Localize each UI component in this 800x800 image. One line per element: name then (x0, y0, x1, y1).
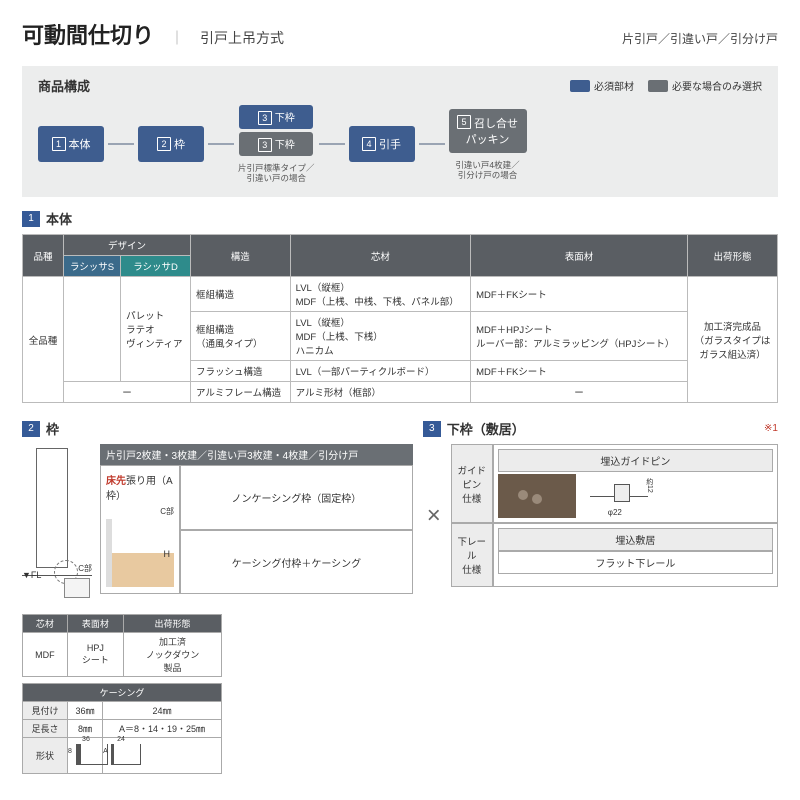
sill-pin-row: 埋込ガイドピン φ22 約12 (493, 444, 778, 523)
cell-surface: MDF＋FKシート (471, 277, 688, 312)
title-divider: ｜ (170, 28, 184, 48)
section-num: 2 (22, 421, 40, 437)
door-types: 片引戸／引違い戸／引分け戸 (622, 30, 778, 47)
connector (419, 143, 445, 145)
cell-ship: 加工済完成品 （ガラスタイプは ガラス組込済） (687, 277, 777, 403)
frame-material-table: 芯材表面材出荷形態 MDFHPJ シート加工済 ノックダウン 製品 (22, 614, 222, 677)
cell-struct: アルミフレーム構造 (191, 382, 291, 403)
main-title: 可動間仕切り (22, 18, 154, 50)
section-title: 本体 (46, 209, 72, 228)
connector (319, 143, 345, 145)
cell-struct: 框組構造 （通風タイプ） (191, 312, 291, 361)
sill-rail-row: 埋込敷居 フラット下レール (493, 523, 778, 587)
sill-label-pin: ガイドピン 仕様 (451, 444, 493, 523)
cell-core: LVL（一部パーティクルボード） (290, 361, 470, 382)
cross-icon: × (423, 502, 445, 530)
section-note: ※1 (764, 423, 778, 434)
frame-option-1: ノンケーシング枠（固定枠） (180, 465, 413, 530)
casing-shape-2: 24A (103, 738, 222, 774)
th-ship: 出荷形態 (687, 235, 777, 277)
connector (208, 143, 234, 145)
cell-variety: 全品種 (23, 277, 64, 403)
th-variety: 品種 (23, 235, 64, 277)
legend-required: 必須部材 (594, 78, 634, 93)
page-header: 可動間仕切り ｜ 引戸上吊方式 片引戸／引違い戸／引分け戸 (22, 18, 778, 50)
node-sill-b: 3下枠 (239, 132, 313, 156)
th-lasissa-s: ラシッサS (63, 256, 120, 277)
composition-panel: 商品構成 必須部材 必要な場合のみ選択 1本体 2枠 3下枠 3下枠 片引戸標準… (22, 66, 778, 197)
section-3-header: 3 下枠（敷居） ※1 (423, 419, 778, 438)
th-structure: 構造 (191, 235, 291, 277)
section-title: 下枠（敷居） (447, 419, 525, 438)
c-part-label: C部 (78, 563, 92, 574)
cell-core: アルミ形材（框部） (290, 382, 470, 403)
guide-pin-photo (498, 474, 576, 518)
section-num: 1 (22, 211, 40, 227)
cell-core: LVL（縦框） MDF（上桟、中桟、下桟、パネル部） (290, 277, 470, 312)
cell-surface: MDF＋HPJシート ルーバー部：アルミラッピング（HPJシート） (471, 312, 688, 361)
section-2-header: 2 枠 (22, 419, 413, 438)
swatch-optional (648, 80, 668, 92)
cell-surface: MDF＋FKシート (471, 361, 688, 382)
frame-options-table: 片引戸2枚建・3枚建／引違い戸3枚建・4枚建／引分け戸 床先張り用（A枠） C部… (100, 444, 413, 594)
cell-core: LVL（縦框） MDF（上桟、下桟） ハニカム (290, 312, 470, 361)
sill-content: × ガイドピン 仕様 埋込ガイドピン φ22 約12 (423, 444, 778, 587)
frame-header: 片引戸2枚建・3枚建／引違い戸3枚建・4枚建／引分け戸 (100, 444, 413, 465)
th-lasissa-d: ラシッサD (121, 256, 191, 277)
cell-dash: ー (63, 382, 190, 403)
th-core: 芯材 (290, 235, 470, 277)
frame-diagram-area: ▼FL C部 片引戸2枚建・3枚建／引違い戸3枚建・4枚建／引分け戸 床先張り用… (22, 444, 413, 604)
node-frame: 2枠 (138, 126, 204, 162)
casing-shape-1: 368 (68, 738, 103, 774)
frame-sketch: H (106, 519, 174, 587)
flow-diagram: 1本体 2枠 3下枠 3下枠 片引戸標準タイプ／ 引違い戸の場合 4引手 5召し… (38, 105, 762, 183)
connector (108, 143, 134, 145)
cell-struct: フラッシュ構造 (191, 361, 291, 382)
node-packing: 5召し合せ パッキン (449, 109, 527, 153)
th-surface: 表面材 (471, 235, 688, 277)
section-title: 枠 (46, 419, 59, 438)
body-spec-table: 品種 デザイン 構造 芯材 表面材 出荷形態 ラシッサS ラシッサD 全品種 パ… (22, 234, 778, 403)
node-body: 1本体 (38, 126, 104, 162)
sill-caption: 片引戸標準タイプ／ 引違い戸の場合 (238, 163, 315, 183)
frame-left-label: 床先張り用（A枠） C部 H (100, 465, 180, 594)
section-num: 3 (423, 421, 441, 437)
cell-design-s (63, 277, 120, 382)
section-1-header: 1 本体 (22, 209, 778, 228)
node-sill-a: 3下枠 (239, 105, 313, 129)
sub-title: 引戸上吊方式 (200, 28, 284, 48)
cell-design-d: パレット ラテオ ヴィンティア (121, 277, 191, 382)
cell-struct: 框組構造 (191, 277, 291, 312)
sill-label-rail: 下レール 仕様 (451, 523, 493, 587)
casing-table: ケーシング 見付け36㎜24㎜ 足長さ8㎜A＝8・14・19・25㎜ 形状 36… (22, 683, 222, 774)
composition-title: 商品構成 (38, 76, 90, 95)
packing-caption: 引違い戸4枚建／ 引分け戸の場合 (455, 160, 519, 180)
legend: 必須部材 必要な場合のみ選択 (570, 78, 762, 93)
cell-surface: ー (471, 382, 688, 403)
door-elevation: ▼FL C部 (22, 444, 92, 604)
fl-label: ▼FL (22, 570, 41, 580)
th-design: デザイン (63, 235, 190, 256)
swatch-required (570, 80, 590, 92)
frame-option-2: ケーシング付枠＋ケーシング (180, 530, 413, 595)
guide-pin-drawing: φ22 約12 (580, 474, 658, 518)
node-handle: 4引手 (349, 126, 415, 162)
legend-optional: 必要な場合のみ選択 (672, 78, 762, 93)
